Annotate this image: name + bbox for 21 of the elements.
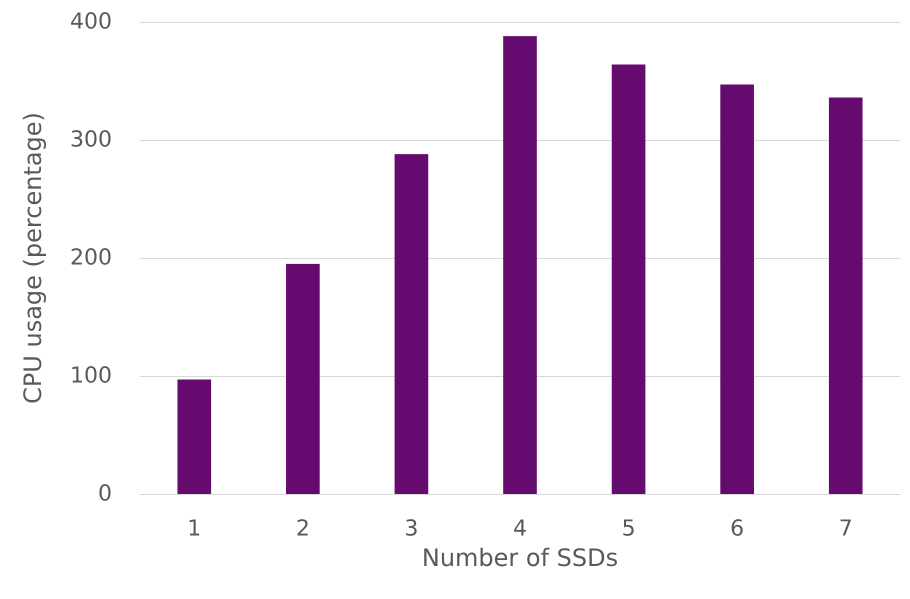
x-axis-title: Number of SSDs xyxy=(422,544,618,572)
x-tick-label: 5 xyxy=(622,516,636,542)
y-tick-label: 400 xyxy=(70,10,112,34)
bar xyxy=(177,380,212,494)
bar xyxy=(503,36,537,494)
x-tick-label: 1 xyxy=(187,516,202,542)
bar xyxy=(720,84,754,494)
x-tick-label: 4 xyxy=(513,516,527,542)
y-tick-label: 100 xyxy=(70,364,112,388)
x-tick-label: 7 xyxy=(838,516,853,542)
x-tick-label: 3 xyxy=(404,516,418,542)
y-tick-label: 300 xyxy=(70,128,112,152)
bar xyxy=(394,154,428,494)
x-tick-label: 2 xyxy=(296,516,310,542)
bar xyxy=(286,264,320,494)
bar xyxy=(828,98,863,494)
y-tick-label: 200 xyxy=(70,246,112,270)
y-tick-label: 0 xyxy=(98,482,112,506)
bar xyxy=(612,64,646,494)
x-tick-label: 6 xyxy=(730,516,744,542)
y-axis-title: CPU usage (percentage) xyxy=(19,112,47,404)
